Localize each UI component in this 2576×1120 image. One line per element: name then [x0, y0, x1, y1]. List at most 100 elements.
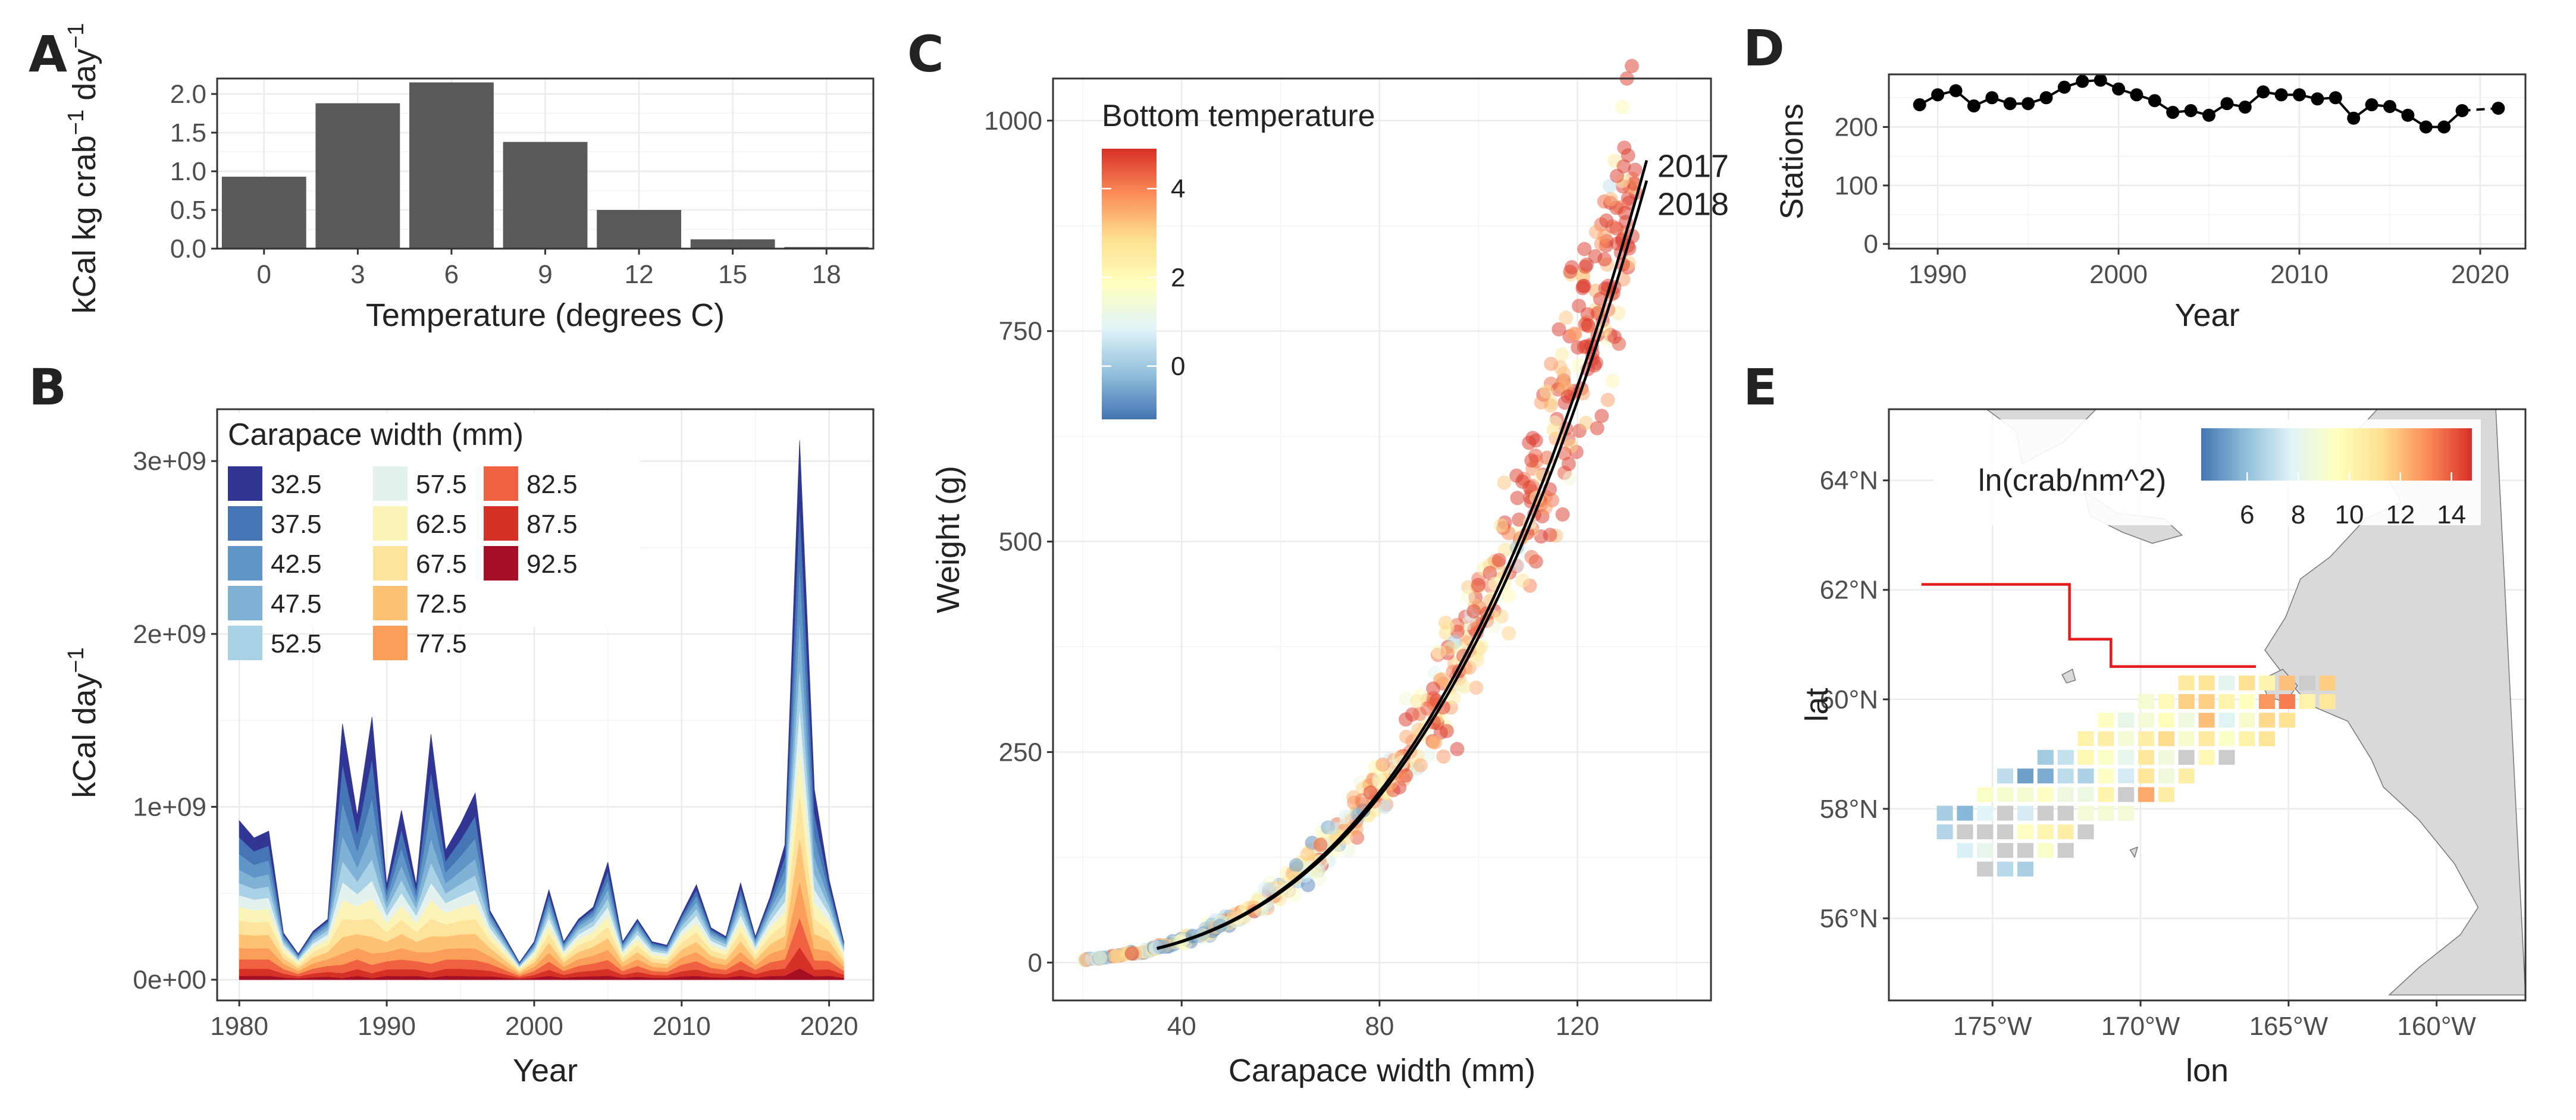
scatter-point [1524, 550, 1539, 564]
density-cell [1997, 768, 2014, 784]
density-cell [2057, 843, 2074, 858]
y-axis-title: lat [1799, 688, 1835, 721]
x-axis-title: Carapace width (mm) [1229, 1053, 1535, 1088]
stations-point-1997 [2057, 80, 2071, 94]
density-cell [2218, 749, 2235, 765]
density-cell [2239, 675, 2255, 691]
x-tick-label: 2020 [2451, 260, 2509, 289]
y-tick-label: 500 [999, 528, 1042, 557]
y-tick-label: 0.5 [170, 196, 206, 225]
density-cell [2098, 805, 2114, 821]
density-cell [2037, 805, 2054, 821]
density-cell [2057, 805, 2074, 821]
legend-swatch-72.5 [373, 586, 408, 620]
density-cell [2279, 713, 2295, 728]
density-cell [2218, 731, 2235, 746]
density-cell [2017, 824, 2033, 839]
color-legend-title: ln(crab/nm^2) [1978, 463, 2166, 498]
y-axis-title-exp: −1 [64, 647, 89, 673]
scatter-point [1556, 366, 1571, 381]
panel-label-d: D [1743, 19, 1785, 77]
scatter-point [1581, 318, 1596, 332]
density-cells [1936, 675, 2336, 877]
x-tick-label: 2000 [2089, 260, 2148, 289]
stations-point-2021 [2492, 102, 2505, 115]
legend-label: 32.5 [271, 470, 322, 499]
scatter-point [1474, 639, 1489, 654]
legend-title: Carapace width (mm) [228, 418, 524, 452]
density-cell [2017, 861, 2033, 877]
stations-point-2001 [2130, 88, 2143, 102]
stations-point-1992 [1967, 99, 1980, 113]
panel-a-bar-chart: 0.0 0.5 1.0 1.5 2.0 0 3 6 9 12 15 18 Temperature (de… [64, 23, 875, 333]
density-cell [2098, 768, 2114, 784]
scatter-point [1627, 176, 1641, 191]
x-tick-label: 1990 [358, 1012, 416, 1041]
scatter-point [1456, 679, 1471, 694]
scatter-point [1469, 680, 1484, 695]
northern-region-boundary [1921, 583, 2257, 668]
y-tick-label: 0e+00 [133, 965, 206, 994]
density-cell [1997, 861, 2014, 877]
scatter-point [1599, 213, 1614, 228]
color-bar-label: 6 [2240, 500, 2254, 529]
density-cell [2178, 731, 2195, 746]
legend-swatch-77.5 [373, 626, 408, 660]
y-tick-label: 3e+09 [133, 447, 206, 476]
stations-point-1990 [1931, 88, 1945, 102]
scatter-point [1421, 748, 1436, 763]
scatter-point [1522, 435, 1537, 450]
x-tick-label: 1980 [210, 1012, 268, 1041]
density-cell [1997, 843, 2014, 858]
x-tick-label: 0 [257, 260, 271, 289]
stations-point-1996 [2039, 91, 2053, 105]
scatter-point [1590, 421, 1604, 435]
density-cell [2158, 713, 2174, 728]
density-cell [2017, 805, 2033, 821]
x-tick-label: 40 [1167, 1012, 1196, 1041]
bar-12 [597, 210, 681, 249]
density-cell [2218, 675, 2235, 691]
plot-frame [1888, 408, 2527, 1002]
legend-swatch-32.5 [228, 466, 262, 501]
x-tick-label: 6 [444, 260, 459, 289]
x-tick-label: 15 [718, 260, 747, 289]
panel-e-density-map: 6 8 10 12 14 ln(crab/nm^2) 56°N 58°N 60°N 62°N 64°… [1799, 408, 2527, 1088]
scatter-point [1409, 694, 1424, 708]
density-cell [2239, 694, 2255, 709]
stations-point-2009 [2274, 88, 2288, 102]
panel-label-c: C [907, 25, 944, 83]
stations-point-1993 [1985, 91, 1999, 105]
plot-frame [1888, 73, 2527, 250]
density-cell [2138, 749, 2154, 765]
scatter-point [1262, 882, 1276, 897]
scatter-point [1605, 374, 1620, 388]
density-cell [1997, 805, 2014, 821]
panel-label-b: B [29, 358, 67, 416]
scatter-point [1325, 820, 1340, 835]
density-cell [1977, 861, 1994, 877]
stations-point-2011 [2311, 92, 2324, 106]
density-cell [2098, 787, 2114, 802]
legend-label: 72.5 [416, 589, 467, 619]
density-cell [2017, 787, 2033, 802]
stations-point-1998 [2076, 74, 2089, 88]
density-cell [2077, 749, 2094, 765]
scatter-point [1610, 168, 1624, 183]
density-cell [2118, 731, 2135, 746]
scatter-point [1578, 416, 1593, 430]
x-tick-label: 12 [625, 260, 654, 289]
legend-label: 62.5 [416, 510, 467, 539]
scatter-points [1076, 59, 1643, 968]
density-cell [2198, 731, 2215, 746]
scatter-point [1564, 260, 1579, 275]
x-axis-title: Year [513, 1053, 578, 1088]
density-cell [2178, 749, 2195, 765]
scatter-point [1544, 356, 1559, 371]
x-tick-label: 3 [350, 260, 365, 289]
color-legend-title: Bottom temperature [1102, 99, 1375, 133]
scatter-point [1510, 491, 1525, 506]
stations-point-2015 [2383, 100, 2396, 114]
stations-point-1994 [2003, 97, 2017, 111]
density-cell [2218, 713, 2235, 728]
